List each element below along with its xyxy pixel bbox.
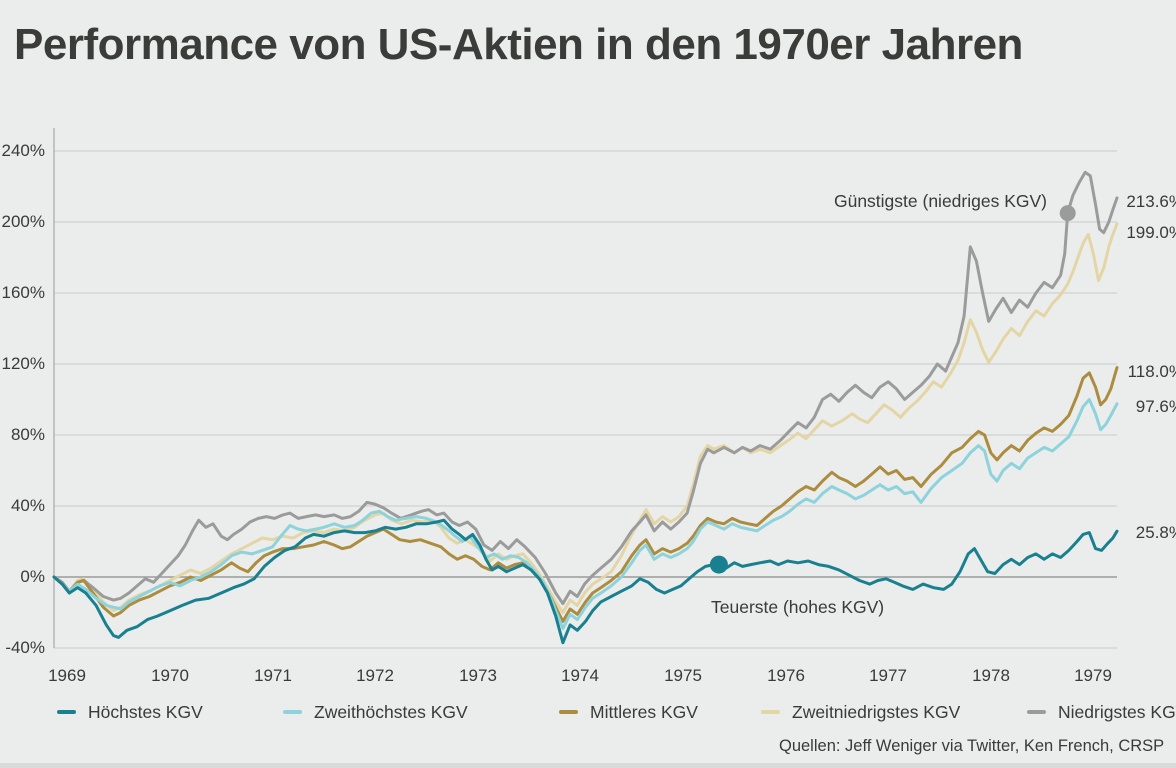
legend-item-label: Mittleres KGV <box>590 702 698 722</box>
end-value-label-zweithoechstes: 97.6% <box>1135 397 1176 416</box>
x-axis-tick-label: 1973 <box>459 666 497 685</box>
series-line-zweitniedrigstes-kgv <box>52 222 1119 614</box>
marker-dot-hoechstes <box>709 555 728 574</box>
legend-swatch-zweitniedrigstes-line-icon <box>761 710 780 714</box>
end-value-label-hoechstes: 25.8% <box>1135 523 1176 542</box>
legend-item-hoechstes: Höchstes KGV <box>57 700 307 724</box>
y-axis-tick-label: 120% <box>1 354 45 373</box>
legend-swatch-niedrigstes-line-icon <box>1027 710 1046 714</box>
series-line-hoechstes-kgv <box>52 518 1119 645</box>
legend-item-label: Niedrigstes KGV <box>1058 702 1176 722</box>
x-axis-tick-label: 1970 <box>151 666 189 685</box>
x-axis-tick-label: 1974 <box>561 666 599 685</box>
series-line-niedrigstes-kgv <box>52 170 1119 606</box>
legend-swatch-hoechstes-line-icon <box>57 710 76 714</box>
end-value-label-mittleres: 118.0% <box>1127 362 1176 381</box>
x-axis-tick-label: 1979 <box>1074 666 1112 685</box>
legend-swatch-mittleres-line-icon <box>559 710 578 714</box>
series-line-mittleres-kgv <box>52 366 1119 623</box>
legend-item-mittleres: Mittleres KGV <box>559 700 809 724</box>
end-value-label-zweitniedrigstes: 199.0% <box>1126 223 1176 242</box>
page-title: Performance von US-Aktien in den 1970er … <box>14 20 1023 69</box>
y-axis-tick-label: 160% <box>1 283 45 302</box>
y-axis-tick-label: 0% <box>20 567 45 586</box>
y-axis-tick-label: 80% <box>10 425 45 444</box>
source-note: Quellen: Jeff Weniger via Twitter, Ken F… <box>779 737 1165 755</box>
y-axis-tick-label: 40% <box>10 496 45 515</box>
legend-item-label: Zweithöchstes KGV <box>314 702 468 722</box>
x-axis-tick-label: 1978 <box>972 666 1010 685</box>
y-axis-tick-label: 240% <box>1 141 45 160</box>
legend-swatch-zweithoechstes-line-icon <box>283 710 302 714</box>
x-axis-tick-label: 1972 <box>356 666 394 685</box>
legend-item-niedrigstes: Niedrigstes KGV <box>1027 700 1176 724</box>
annotation-teuerste: Teuerste (hohes KGV) <box>711 597 885 617</box>
marker-dot-niedrigstes <box>1059 205 1076 222</box>
x-axis-tick-label: 1976 <box>767 666 805 685</box>
chart-legend: Höchstes KGV Zweithöchstes KGV Mittleres K… <box>0 700 1176 724</box>
legend-item-label: Höchstes KGV <box>88 702 203 722</box>
series-line-zweithoechstes-kgv <box>52 398 1119 630</box>
x-axis-tick-label: 1969 <box>48 666 86 685</box>
annotation-guenstigste: Günstigste (niedriges KGV) <box>833 191 1047 211</box>
y-axis-tick-label: -40% <box>5 638 45 657</box>
y-axis-tick-label: 200% <box>1 212 45 231</box>
legend-item-zweitniedrigstes: Zweitniedrigstes KGV <box>761 700 1011 724</box>
end-value-label-niedrigstes: 213.6% <box>1126 192 1176 211</box>
x-axis-tick-label: 1975 <box>664 666 702 685</box>
x-axis-tick-label: 1971 <box>254 666 292 685</box>
bottom-strip <box>0 763 1176 768</box>
x-axis-tick-label: 1977 <box>869 666 907 685</box>
legend-item-zweithoechstes: Zweithöchstes KGV <box>283 700 533 724</box>
legend-item-label: Zweitniedrigstes KGV <box>792 702 961 722</box>
